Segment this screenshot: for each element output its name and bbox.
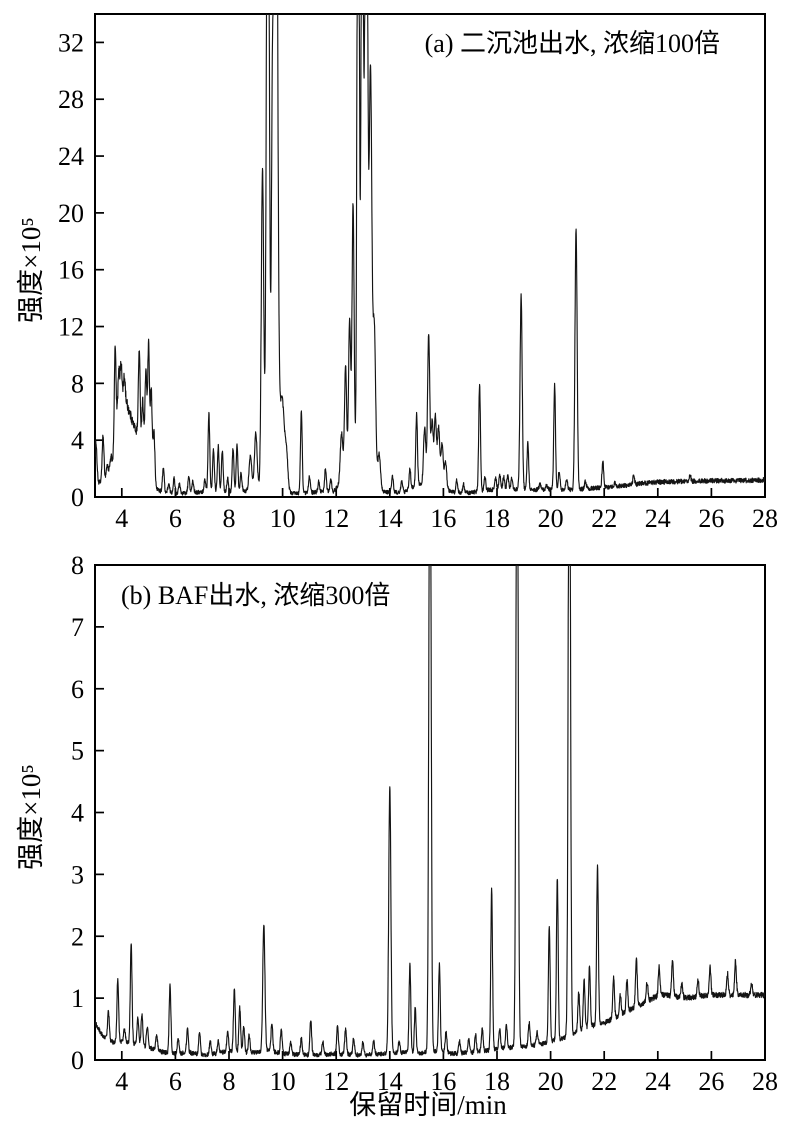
x-tick-label: 12 [323, 1067, 349, 1096]
x-tick-label: 4 [115, 1067, 128, 1096]
panel-a-frame [94, 13, 766, 498]
y-tick-label: 8 [71, 551, 84, 580]
x-tick-label: 10 [270, 1067, 296, 1096]
y-tick-label: 5 [71, 737, 84, 766]
x-tick-label: 22 [591, 504, 617, 533]
y-tick-label: 12 [58, 313, 84, 342]
x-tick-label: 8 [223, 504, 236, 533]
panel-a-ticks: 4 6 8 10 12 14 16 18 20 22 24 26 28 0 4 8 12 16 20 24 28 32 [58, 28, 778, 533]
x-tick-label: 18 [484, 1067, 510, 1096]
y-tick-label: 0 [71, 1046, 84, 1075]
x-tick-label: 24 [645, 504, 671, 533]
panel-b-y-axis-label: 强度×10⁵ [16, 764, 46, 870]
x-tick-label: 26 [698, 504, 724, 533]
y-tick-label: 4 [71, 799, 84, 828]
x-tick-label: 16 [430, 1067, 456, 1096]
x-tick-label: 16 [430, 504, 456, 533]
x-tick-label: 24 [645, 1067, 671, 1096]
x-tick-label: 6 [169, 504, 182, 533]
x-tick-label: 14 [377, 504, 403, 533]
y-tick-label: 8 [71, 369, 84, 398]
x-tick-label: 26 [698, 1067, 724, 1096]
panel-b-trace [95, 565, 765, 1058]
x-tick-label: 22 [591, 1067, 617, 1096]
x-tick-label: 10 [270, 504, 296, 533]
x-tick-label: 4 [115, 504, 128, 533]
x-axis-label: 保留时间/min [349, 1090, 507, 1120]
y-tick-label: 6 [71, 675, 84, 704]
y-tick-label: 2 [71, 922, 84, 951]
panel-b-frame [94, 564, 766, 1061]
x-tick-label: 28 [752, 504, 778, 533]
panel-b-title: (b) BAF出水, 浓缩300倍 [121, 581, 390, 610]
y-tick-label: 1 [71, 984, 84, 1013]
y-tick-label: 4 [71, 426, 84, 455]
y-tick-label: 28 [58, 85, 84, 114]
panel-a-title: (a) 二沉池出水, 浓缩100倍 [425, 29, 720, 58]
x-tick-label: 28 [752, 1067, 778, 1096]
y-tick-label: 24 [58, 142, 84, 171]
y-tick-label: 20 [58, 199, 84, 228]
y-tick-label: 7 [71, 613, 84, 642]
x-tick-label: 20 [538, 504, 564, 533]
panel-a-y-axis-label: 强度×10⁵ [16, 217, 46, 323]
y-tick-label: 16 [58, 256, 84, 285]
x-tick-label: 6 [169, 1067, 182, 1096]
panel-a: 4 6 8 10 12 14 16 18 20 22 24 26 28 0 4 8 12 16 20 24 28 32 (… [16, 13, 778, 533]
y-tick-label: 0 [71, 483, 84, 512]
x-tick-label: 14 [377, 1067, 403, 1096]
x-tick-label: 8 [223, 1067, 236, 1096]
x-tick-label: 20 [538, 1067, 564, 1096]
x-tick-label: 18 [484, 504, 510, 533]
x-tick-label: 12 [323, 504, 349, 533]
y-tick-label: 32 [58, 28, 84, 57]
panel-a-trace [95, 14, 765, 496]
y-tick-label: 3 [71, 860, 84, 889]
